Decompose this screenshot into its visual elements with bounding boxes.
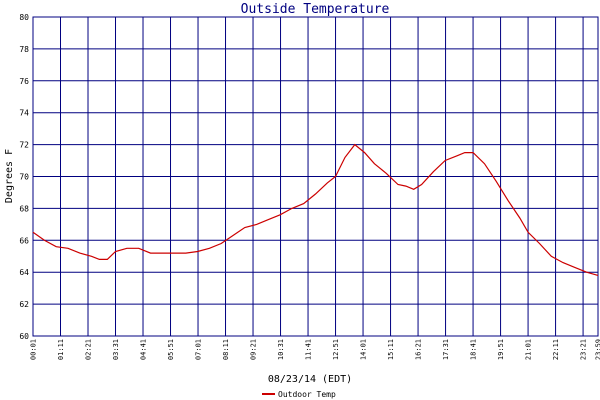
legend: Outdoor Temp [262,390,336,399]
x-tick-label: 15:11 [387,339,395,360]
x-tick-label: 17:31 [442,339,450,360]
y-tick-label: 70 [19,173,29,182]
x-tick-labels: 00:01 01:11 02:21 03:31 04:41 05:51 07:01 08:11… [29,339,600,360]
x-tick-label: 12:51 [332,339,340,360]
x-tick-label: 18:41 [470,339,478,360]
y-tick-label: 66 [19,236,29,245]
x-tick-label: 23:59 [595,339,600,360]
y-tick-label: 62 [19,300,29,309]
x-tick-label: 22:11 [552,339,560,360]
series-line-outdoor-temp [32,143,599,276]
x-tick-label: 21:01 [525,339,533,360]
x-tick-label: 09:21 [250,339,258,360]
x-tick-label: 23:21 [580,339,588,360]
y-tick-label: 80 [19,13,29,22]
x-tick-label: 19:51 [497,339,505,360]
plot-frame [32,16,599,337]
x-tick-label: 16:21 [415,339,423,360]
x-tick-label: 00:01 [29,339,37,360]
y-tick-label: 76 [19,77,29,86]
x-tick-label: 03:31 [112,339,120,360]
x-tick-label: 08:11 [222,339,230,360]
y-tick-label: 60 [19,332,29,341]
x-tick-label: 11:41 [305,339,313,360]
x-axis-label: 08/23/14 (EDT) [268,374,352,385]
x-tick-label: 05:51 [167,339,175,360]
y-tick-label: 72 [19,141,29,150]
y-tick-labels: 60 62 64 66 68 70 72 74 76 78 80 [19,13,29,341]
y-tick-label: 68 [19,204,29,213]
y-tick-label: 78 [19,45,29,54]
x-tick-label: 14:01 [360,339,368,360]
x-tick-label: 07:01 [195,339,203,360]
chart-title: Outside Temperature [241,2,390,17]
legend-label-outdoor-temp: Outdoor Temp [278,390,336,399]
y-tick-label: 74 [19,109,29,118]
y-axis-label: Degrees F [4,149,15,203]
x-tick-label: 02:21 [85,339,93,360]
x-tick-label: 04:41 [140,339,148,360]
y-tick-label: 64 [19,268,29,277]
x-tick-label: 01:11 [57,339,65,360]
x-tick-label: 10:31 [277,339,285,360]
